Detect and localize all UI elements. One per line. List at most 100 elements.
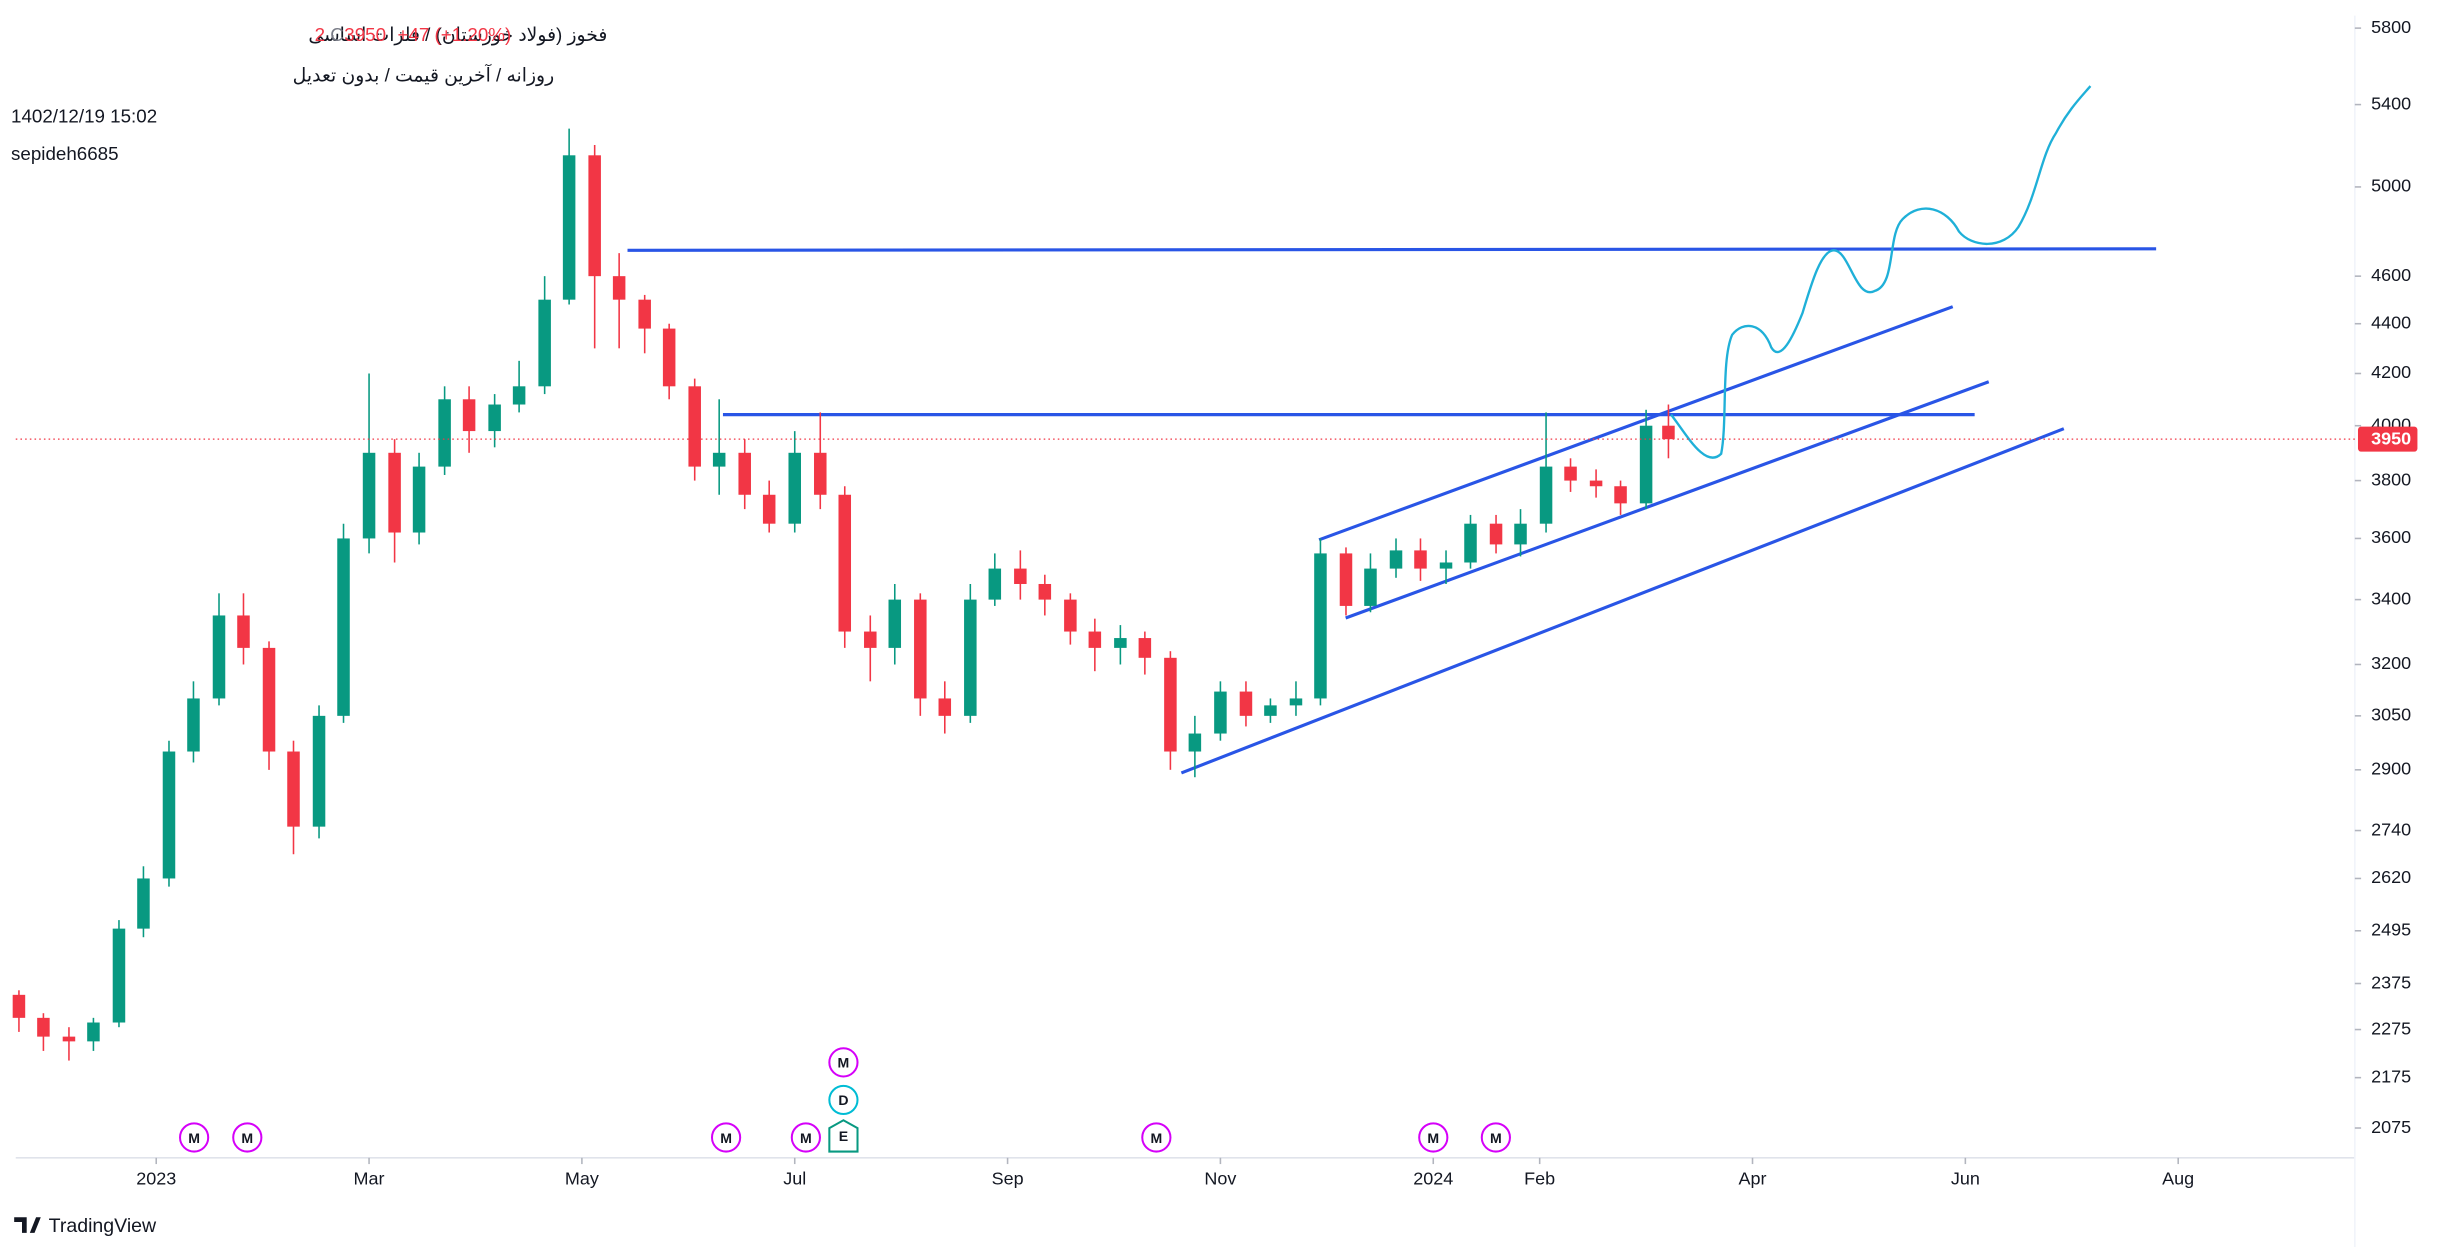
candle-body bbox=[112, 928, 126, 1023]
candle-body bbox=[838, 494, 852, 632]
candle-body bbox=[662, 328, 676, 387]
candle-body bbox=[37, 1017, 50, 1037]
event-marker bbox=[1418, 1122, 1449, 1153]
candle-body bbox=[312, 715, 326, 827]
x-tick-label: Aug bbox=[2162, 1168, 2194, 1188]
y-tick-label: 2740 bbox=[2371, 819, 2411, 839]
candle-body bbox=[1539, 466, 1553, 524]
candle-body bbox=[187, 698, 200, 752]
candle-body bbox=[1389, 550, 1403, 569]
candle-body bbox=[1088, 631, 1102, 648]
candles bbox=[12, 128, 1675, 1061]
candle-body bbox=[1639, 425, 1653, 504]
event-marker bbox=[1141, 1122, 1172, 1153]
event-label: M bbox=[1150, 1130, 1162, 1146]
x-tick-label: 2023 bbox=[136, 1168, 176, 1188]
candle-body bbox=[1414, 550, 1427, 569]
candle-body bbox=[337, 538, 350, 716]
x-tick-label: Apr bbox=[1739, 1168, 1767, 1188]
trend-line bbox=[1180, 427, 2065, 775]
x-tick-label: Mar bbox=[354, 1168, 385, 1188]
candle-body bbox=[562, 155, 576, 300]
candle-body bbox=[738, 452, 751, 495]
drawings bbox=[627, 85, 2157, 775]
ohlc-label: C bbox=[330, 24, 344, 45]
y-tick-label: 2275 bbox=[2371, 1018, 2411, 1038]
y-tick-label: 2495 bbox=[2371, 920, 2411, 940]
event-label: M bbox=[838, 1055, 850, 1071]
candle-body bbox=[137, 878, 150, 929]
y-tick-label: 5400 bbox=[2371, 93, 2411, 113]
event-marker bbox=[179, 1122, 210, 1153]
logo-icon bbox=[14, 1217, 41, 1233]
candle-body bbox=[814, 452, 827, 495]
candle-body bbox=[287, 751, 300, 827]
event-marker bbox=[710, 1122, 742, 1153]
candle-body bbox=[1264, 705, 1277, 716]
candle-body bbox=[1314, 553, 1327, 699]
x-tick-label: Jul bbox=[783, 1168, 806, 1188]
projection-curve bbox=[1670, 85, 2092, 459]
last-price-label: 3950 bbox=[2371, 429, 2411, 449]
event-label: M bbox=[720, 1130, 732, 1146]
candle-body bbox=[262, 647, 276, 752]
candle-body bbox=[1014, 568, 1027, 584]
event-label: D bbox=[838, 1092, 848, 1108]
horizontal-line bbox=[627, 247, 2157, 252]
candle-body bbox=[1614, 486, 1627, 504]
ohlc-close: 3950 bbox=[344, 24, 386, 45]
candle-body bbox=[62, 1036, 76, 1042]
y-tick-label: 4200 bbox=[2371, 362, 2411, 382]
candle-body bbox=[712, 452, 726, 467]
author: sepideh6685 bbox=[11, 143, 118, 164]
channel-upper-line bbox=[1318, 305, 1954, 542]
candle-body bbox=[12, 994, 26, 1018]
candle-body bbox=[1289, 698, 1303, 706]
candle-body bbox=[688, 386, 701, 467]
candle-body bbox=[1489, 523, 1503, 545]
x-tick-label: May bbox=[565, 1168, 599, 1188]
x-tick-label: Sep bbox=[992, 1168, 1024, 1188]
candle-body bbox=[462, 399, 476, 432]
candle-body bbox=[638, 299, 651, 329]
y-tick-label: 2620 bbox=[2371, 867, 2411, 887]
y-tick-label: 2175 bbox=[2371, 1066, 2411, 1086]
candle-body bbox=[1214, 691, 1227, 734]
dividend-marker bbox=[828, 1084, 859, 1116]
y-tick-label: 3400 bbox=[2371, 588, 2411, 608]
candle-body bbox=[212, 615, 226, 699]
event-label: M bbox=[241, 1130, 253, 1146]
y-tick-label: 3050 bbox=[2371, 705, 2411, 725]
candle-body bbox=[864, 631, 877, 648]
candle-body bbox=[762, 494, 776, 524]
event-marker bbox=[828, 1047, 859, 1078]
x-tick-label: Jun bbox=[1951, 1168, 1980, 1188]
event-label: M bbox=[1490, 1130, 1502, 1146]
event-label: M bbox=[800, 1130, 812, 1146]
y-tick-label: 2075 bbox=[2371, 1117, 2411, 1137]
candle-body bbox=[1564, 466, 1577, 481]
candle-body bbox=[914, 599, 927, 699]
y-tick-label: 4400 bbox=[2371, 312, 2411, 332]
candle-body bbox=[1439, 562, 1453, 569]
y-tick-label: 4600 bbox=[2371, 265, 2411, 285]
event-marker bbox=[232, 1122, 263, 1153]
candle-body bbox=[788, 452, 801, 524]
candle-body bbox=[1164, 657, 1177, 752]
candle-body bbox=[438, 399, 451, 467]
candle-body bbox=[512, 386, 526, 405]
plot: 5800540050004600440042004000380036003400… bbox=[12, 17, 2418, 1188]
x-tick-label: Feb bbox=[1524, 1168, 1555, 1188]
candle-body bbox=[1464, 523, 1477, 563]
candle-body bbox=[612, 276, 626, 300]
candle-body bbox=[362, 452, 376, 539]
candle-body bbox=[162, 751, 176, 879]
candle-body bbox=[1138, 638, 1152, 658]
candle-body bbox=[237, 615, 250, 648]
interval-info: روزانه / آخرین قیمت / بدون تعدیل bbox=[293, 64, 554, 87]
y-tick-label: 3800 bbox=[2371, 469, 2411, 489]
brand-logo: TradingView bbox=[14, 1215, 157, 1237]
price-change: +47 (+1.20%) bbox=[398, 24, 512, 45]
